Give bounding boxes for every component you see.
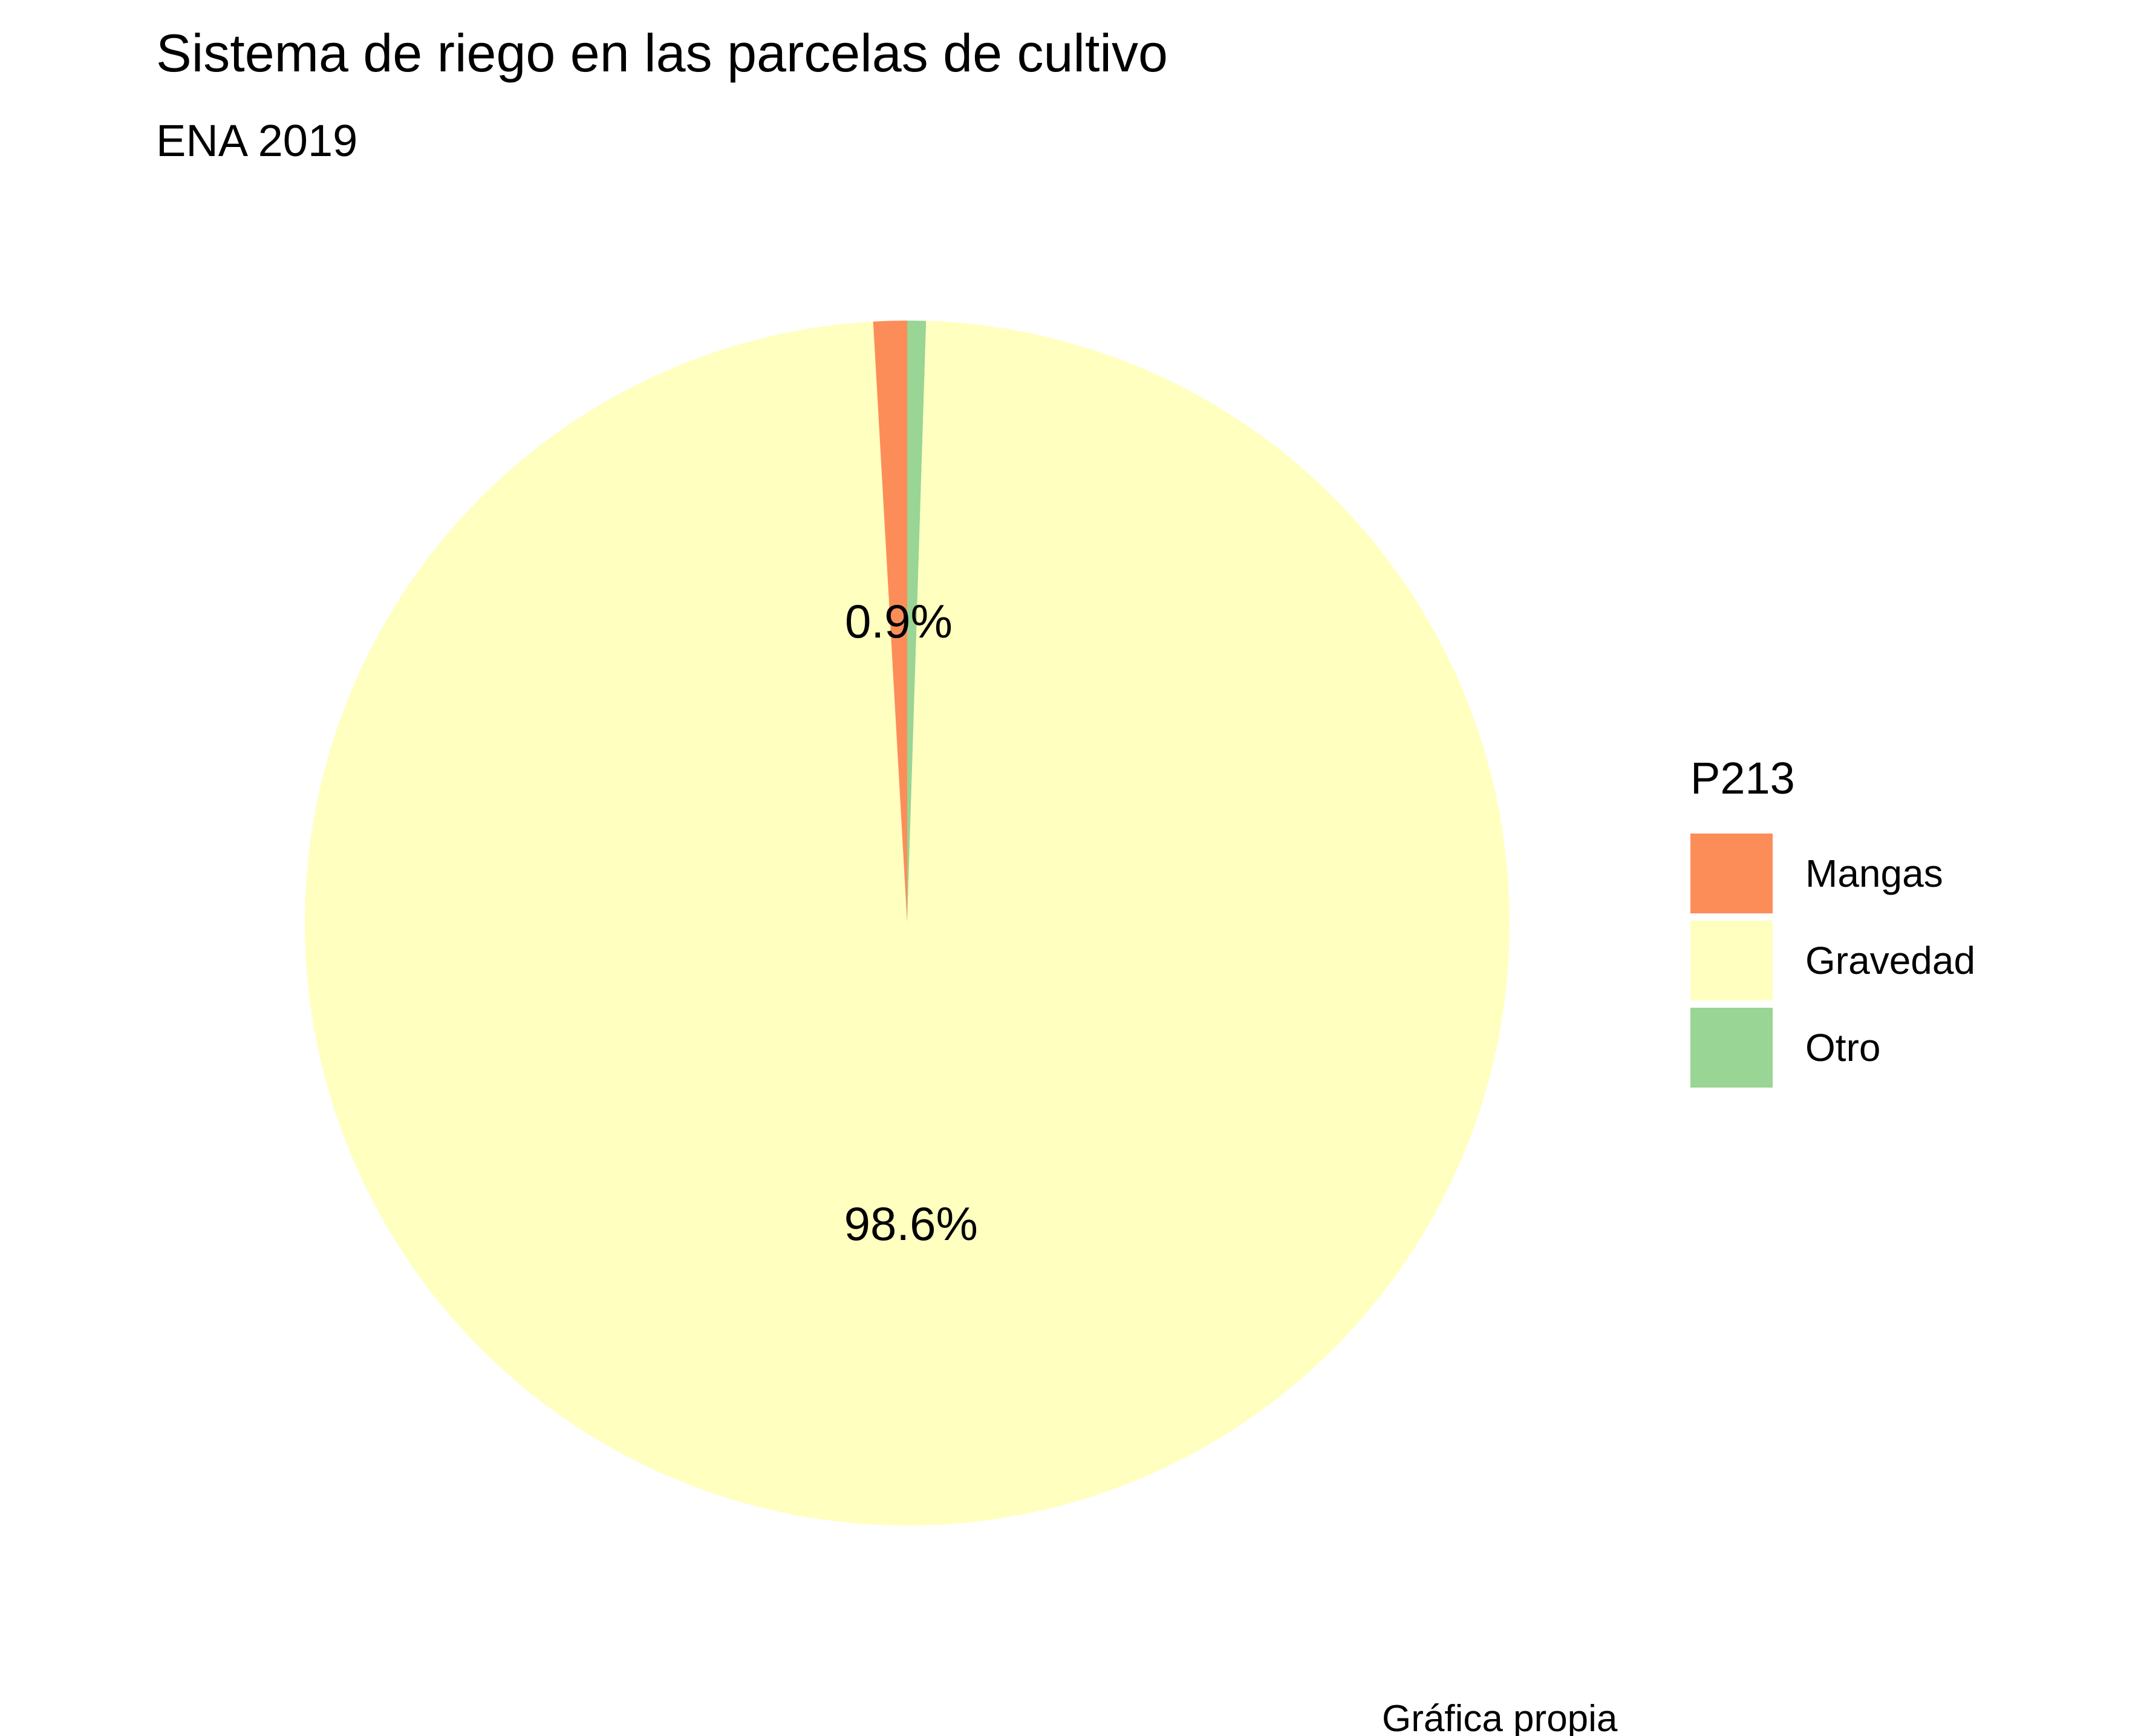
legend-items: Mangas Gravedad Otro — [1690, 834, 1975, 1088]
slice-label-gravedad: 98.6% — [844, 1197, 978, 1250]
legend-title: P213 — [1690, 753, 1795, 803]
legend-label-otro: Otro — [1805, 1026, 1880, 1069]
pie-slice-otro — [907, 321, 927, 923]
legend-label-gravedad: Gravedad — [1805, 939, 1975, 982]
chart-caption: Gráfica propia — [1382, 1698, 1618, 1736]
legend: P213 Mangas Gravedad Otro — [1690, 753, 1975, 1088]
pie-slice-mangas — [873, 321, 907, 923]
pie-slices — [305, 321, 1510, 1526]
legend-swatch-gravedad — [1690, 921, 1773, 1000]
slice-label-mangas: 0.9% — [845, 595, 953, 648]
legend-label-mangas: Mangas — [1805, 852, 1943, 895]
chart-subtitle: ENA 2019 — [156, 116, 357, 166]
legend-swatch-otro — [1690, 1008, 1773, 1088]
pie-slice-labels: 98.6% 0.9% — [844, 595, 978, 1250]
chart-title: Sistema de riego en las parcelas de cult… — [156, 23, 1168, 83]
pie-slice-gravedad — [305, 321, 1510, 1526]
legend-swatch-mangas — [1690, 834, 1773, 913]
